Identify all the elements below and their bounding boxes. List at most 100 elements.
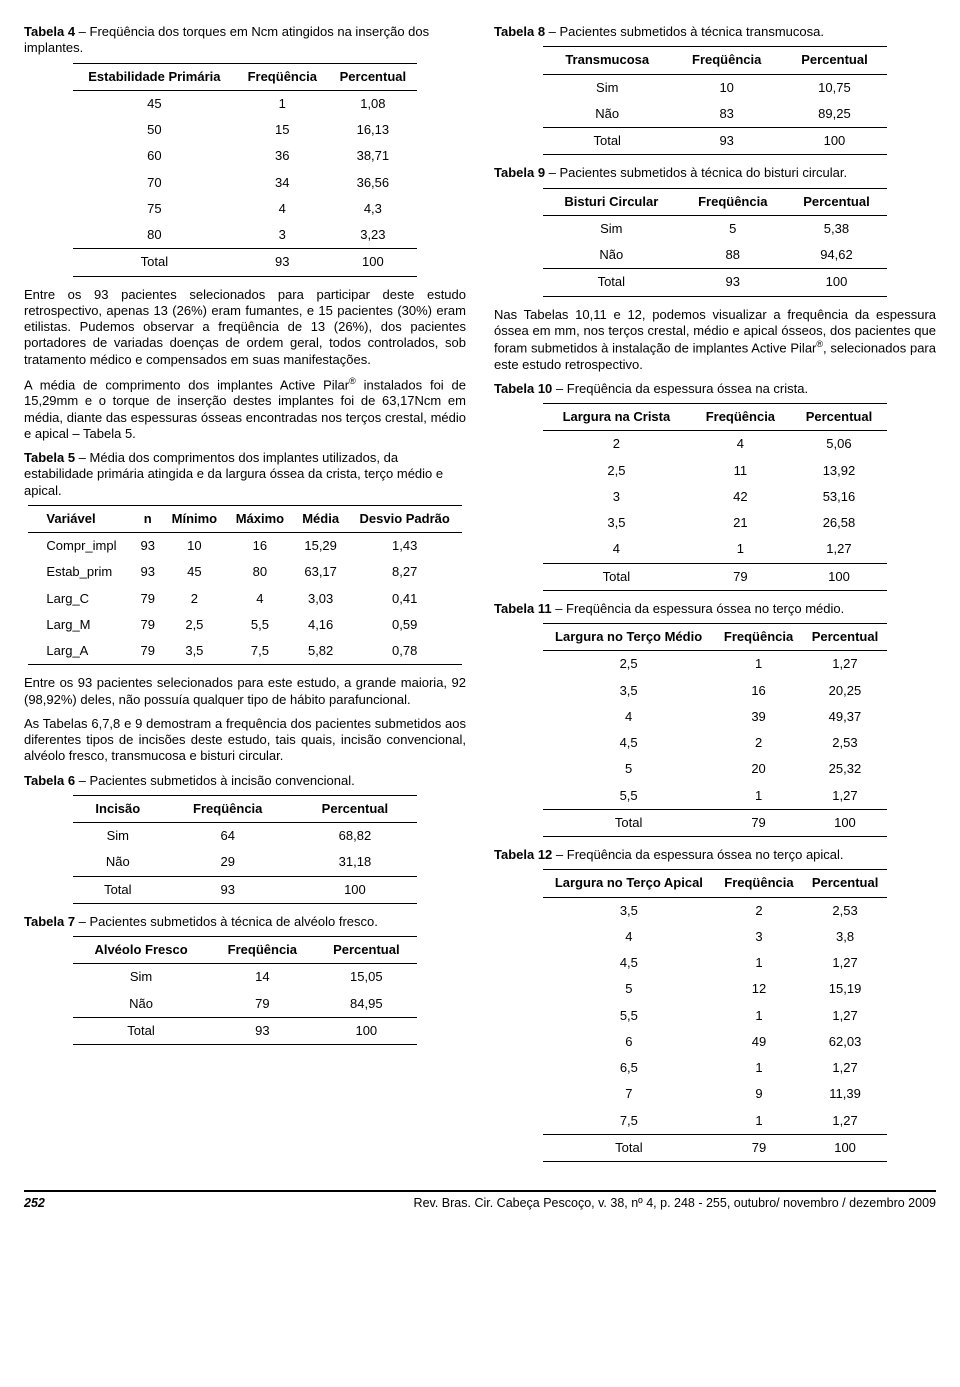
table-cell: 4: [226, 586, 293, 612]
table-cell: 79: [715, 809, 803, 836]
table-row: 2,511,27: [543, 651, 888, 678]
table-cell: Não: [543, 101, 672, 128]
table-row: 501516,13: [73, 117, 418, 143]
table-row: 6,511,27: [543, 1055, 888, 1081]
t7-h1: Freqüência: [209, 937, 315, 964]
table-cell: 12: [715, 976, 803, 1002]
table-row: Sim55,38: [543, 215, 888, 242]
t9-h2: Percentual: [786, 188, 888, 215]
table-cell: 5,5: [226, 612, 293, 638]
table-cell: 29: [163, 849, 292, 876]
table-cell: 50: [73, 117, 237, 143]
table-row: 34253,16: [543, 484, 888, 510]
table-cell: 5: [543, 756, 715, 782]
table11: Largura no Terço Médio Freqüência Percen…: [543, 623, 888, 837]
table-cell: 16: [226, 533, 293, 560]
table-cell: Total: [73, 1017, 210, 1044]
table-cell: 100: [782, 128, 888, 155]
table-cell: 21: [690, 510, 790, 536]
t5-h0: Variável: [28, 505, 133, 532]
table5: Variável n Mínimo Máximo Média Desvio Pa…: [28, 505, 461, 666]
table-row: 4511,08: [73, 90, 418, 117]
table-cell: 8,27: [348, 559, 462, 585]
table7: Alvéolo Fresco Freqüência Percentual Sim…: [73, 936, 418, 1045]
table-cell: Não: [543, 242, 680, 269]
table-cell: 79: [133, 638, 162, 665]
t12-h0: Largura no Terço Apical: [543, 870, 716, 897]
table-cell: 13,92: [791, 458, 888, 484]
table-cell: 1,27: [803, 1003, 888, 1029]
table-cell: 100: [786, 269, 888, 296]
table-cell: 31,18: [292, 849, 417, 876]
table-cell: Não: [73, 849, 163, 876]
table-cell: 1: [236, 90, 328, 117]
table-row: 411,27: [543, 536, 888, 563]
t5-h3: Máximo: [226, 505, 293, 532]
table-cell: 89,25: [782, 101, 888, 128]
table-row: 3,522,53: [543, 897, 888, 924]
table-cell: 93: [209, 1017, 315, 1044]
table-row: Estab_prim93458063,178,27: [28, 559, 461, 585]
table-row: Larg_A793,57,55,820,78: [28, 638, 461, 665]
footer-reference: Rev. Bras. Cir. Cabeça Pescoço, v. 38, n…: [414, 1196, 936, 1212]
t11-cap-rest: – Freqüência da espessura óssea no terço…: [552, 601, 845, 616]
t12-h1: Freqüência: [715, 870, 803, 897]
table-cell: Total: [543, 563, 691, 590]
table-cell: 9: [715, 1081, 803, 1107]
t9-cap-rest: – Pacientes submetidos à técnica do bist…: [545, 165, 847, 180]
table-row: Sim6468,82: [73, 823, 418, 850]
table-cell: 10: [162, 533, 226, 560]
table-cell: 1,27: [803, 1055, 888, 1081]
table-row: Sim1010,75: [543, 74, 888, 101]
table-row: 8033,23: [73, 222, 418, 249]
reg-icon: ®: [349, 376, 356, 386]
table-cell: 79: [133, 612, 162, 638]
table-row: 7911,39: [543, 1081, 888, 1107]
table6-caption: Tabela 6 – Pacientes submetidos à incisã…: [24, 773, 466, 789]
t9-h0: Bisturi Circular: [543, 188, 680, 215]
table-cell: 45: [73, 90, 237, 117]
table-cell: Sim: [543, 74, 672, 101]
table-cell: 5,5: [543, 1003, 716, 1029]
t4-h1: Freqüência: [236, 63, 328, 90]
table-cell: 3: [715, 924, 803, 950]
table-cell: 1: [715, 1003, 803, 1029]
t12-cap-rest: – Freqüência da espessura óssea no terço…: [552, 847, 843, 862]
two-column-layout: Tabela 4 – Freqüência dos torques em Ncm…: [24, 18, 936, 1172]
table-cell: 93: [163, 876, 292, 903]
table-cell: 3: [236, 222, 328, 249]
table-row: 433,8: [543, 924, 888, 950]
t12-h2: Percentual: [803, 870, 888, 897]
table8-caption: Tabela 8 – Pacientes submetidos à técnic…: [494, 24, 936, 40]
table-cell: 100: [803, 1134, 888, 1161]
table-cell: 5,06: [791, 431, 888, 458]
table-cell: 2: [715, 897, 803, 924]
table-cell: 2,5: [543, 458, 691, 484]
table-cell: Total: [73, 249, 237, 276]
table-cell: 39: [715, 704, 803, 730]
table-cell: 94,62: [786, 242, 888, 269]
table-cell: 10: [672, 74, 782, 101]
table-cell: Sim: [73, 964, 210, 991]
table-row: 5,511,27: [543, 783, 888, 810]
table-cell: 1: [715, 651, 803, 678]
table-row: 603638,71: [73, 143, 418, 169]
table-cell: 80: [226, 559, 293, 585]
table-cell: 45: [162, 559, 226, 585]
table-row: Total79100: [543, 809, 888, 836]
table-cell: 100: [803, 809, 888, 836]
table4: Estabilidade Primária Freqüência Percent…: [73, 63, 418, 277]
table-cell: 6: [543, 1029, 716, 1055]
table-cell: 64: [163, 823, 292, 850]
table-cell: 75: [73, 196, 237, 222]
paragraph-4: As Tabelas 6,7,8 e 9 demostram a frequên…: [24, 716, 466, 765]
table-cell: 26,58: [791, 510, 888, 536]
table10-caption: Tabela 10 – Freqüência da espessura ósse…: [494, 381, 936, 397]
table-cell: 93: [133, 533, 162, 560]
table-cell: 2: [715, 730, 803, 756]
table-cell: 1: [715, 1055, 803, 1081]
table-cell: 1: [715, 1108, 803, 1135]
table-cell: 3,03: [293, 586, 347, 612]
table-cell: 79: [715, 1134, 803, 1161]
table-row: 3,51620,25: [543, 678, 888, 704]
